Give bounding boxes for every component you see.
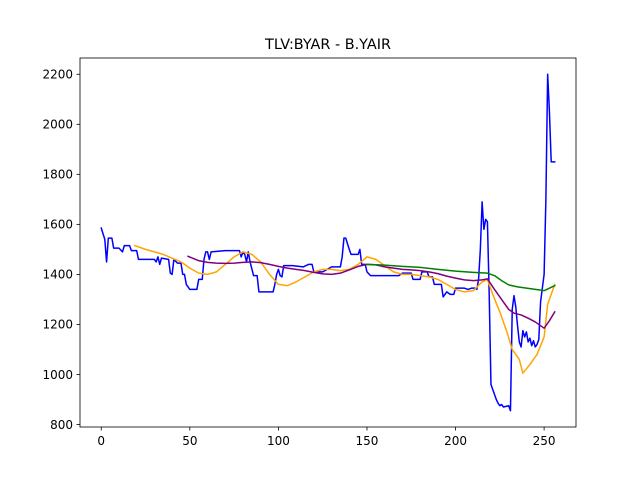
x-tick-label: 50	[182, 434, 197, 448]
plot-frame	[79, 57, 577, 428]
y-tick-label: 1000	[42, 368, 73, 382]
x-tick-label: 200	[444, 434, 467, 448]
x-tick-label: 0	[97, 434, 105, 448]
series-layer	[100, 73, 556, 412]
x-tick-label: 150	[356, 434, 379, 448]
series-line-ma-short	[133, 244, 556, 374]
y-tick-label: 1200	[42, 318, 73, 332]
y-tick-label: 1800	[42, 168, 73, 182]
y-tick-label: 800	[50, 418, 73, 432]
y-tick-label: 1600	[42, 218, 73, 232]
chart-title: TLV:BYAR - B.YAIR	[264, 37, 391, 53]
axes-layer: 0 50 100 150 200 250 800 1000 1200 1400 1600 1800 20…	[42, 57, 577, 448]
series-line-price	[100, 73, 556, 412]
series-line-ma-medium	[187, 255, 556, 329]
y-tick-label: 1400	[42, 268, 73, 282]
y-tick-label: 2200	[42, 68, 73, 82]
x-tick-label: 250	[533, 434, 556, 448]
series-line-ma-long	[366, 263, 556, 292]
y-tick-label: 2000	[42, 118, 73, 132]
x-tick-label: 100	[267, 434, 290, 448]
